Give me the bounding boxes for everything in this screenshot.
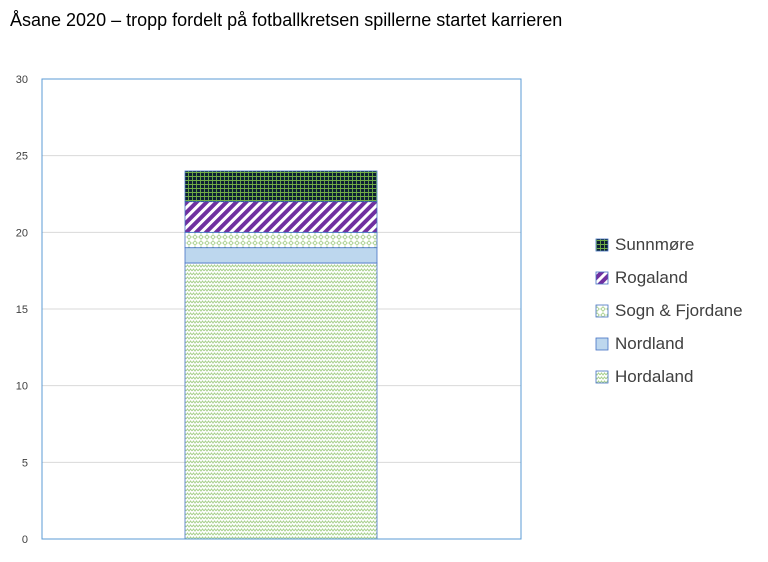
- bar-segment-hordaland: [184, 262, 378, 540]
- chart-title: Åsane 2020 – tropp fordelt på fotballkre…: [10, 10, 563, 30]
- y-tick-label-20: 20: [16, 227, 28, 239]
- legend-swatch-hordaland: [595, 370, 609, 384]
- legend-swatch-sogn-and-fjordane: [595, 304, 609, 318]
- legend: Sunnmøre Rogaland Sogn & Fjordane Nordland H…: [595, 235, 743, 386]
- y-tick-label-15: 15: [16, 304, 28, 316]
- bar-stack: [184, 170, 378, 540]
- bar-segment-sogn-and-fjordane: [184, 231, 378, 249]
- bar-segment-sunnmøre: [184, 170, 378, 203]
- y-tick-label-5: 5: [22, 457, 28, 469]
- legend-label-nordland: Nordland: [615, 334, 684, 353]
- bar-segment-rogaland: [184, 201, 378, 233]
- legend-label-hordaland: Hordaland: [615, 367, 693, 386]
- bar-segment-nordland: [184, 247, 378, 264]
- legend-swatch-rogaland: [595, 271, 609, 285]
- y-tick-label-0: 0: [22, 534, 28, 546]
- legend-swatch-sunnmøre: [595, 238, 609, 252]
- legend-swatch-nordland: [595, 337, 609, 351]
- legend-label-rogaland: Rogaland: [615, 268, 688, 287]
- y-tick-label-30: 30: [16, 74, 28, 86]
- y-axis: 0 5 10 15 20 25 30: [16, 74, 28, 546]
- plot-area-border: [41, 78, 522, 540]
- y-tick-label-10: 10: [16, 381, 28, 393]
- legend-label-sogn-and-fjordane: Sogn & Fjordane: [615, 301, 743, 320]
- y-tick-label-25: 25: [16, 151, 28, 163]
- legend-label-sunnmøre: Sunnmøre: [615, 235, 694, 254]
